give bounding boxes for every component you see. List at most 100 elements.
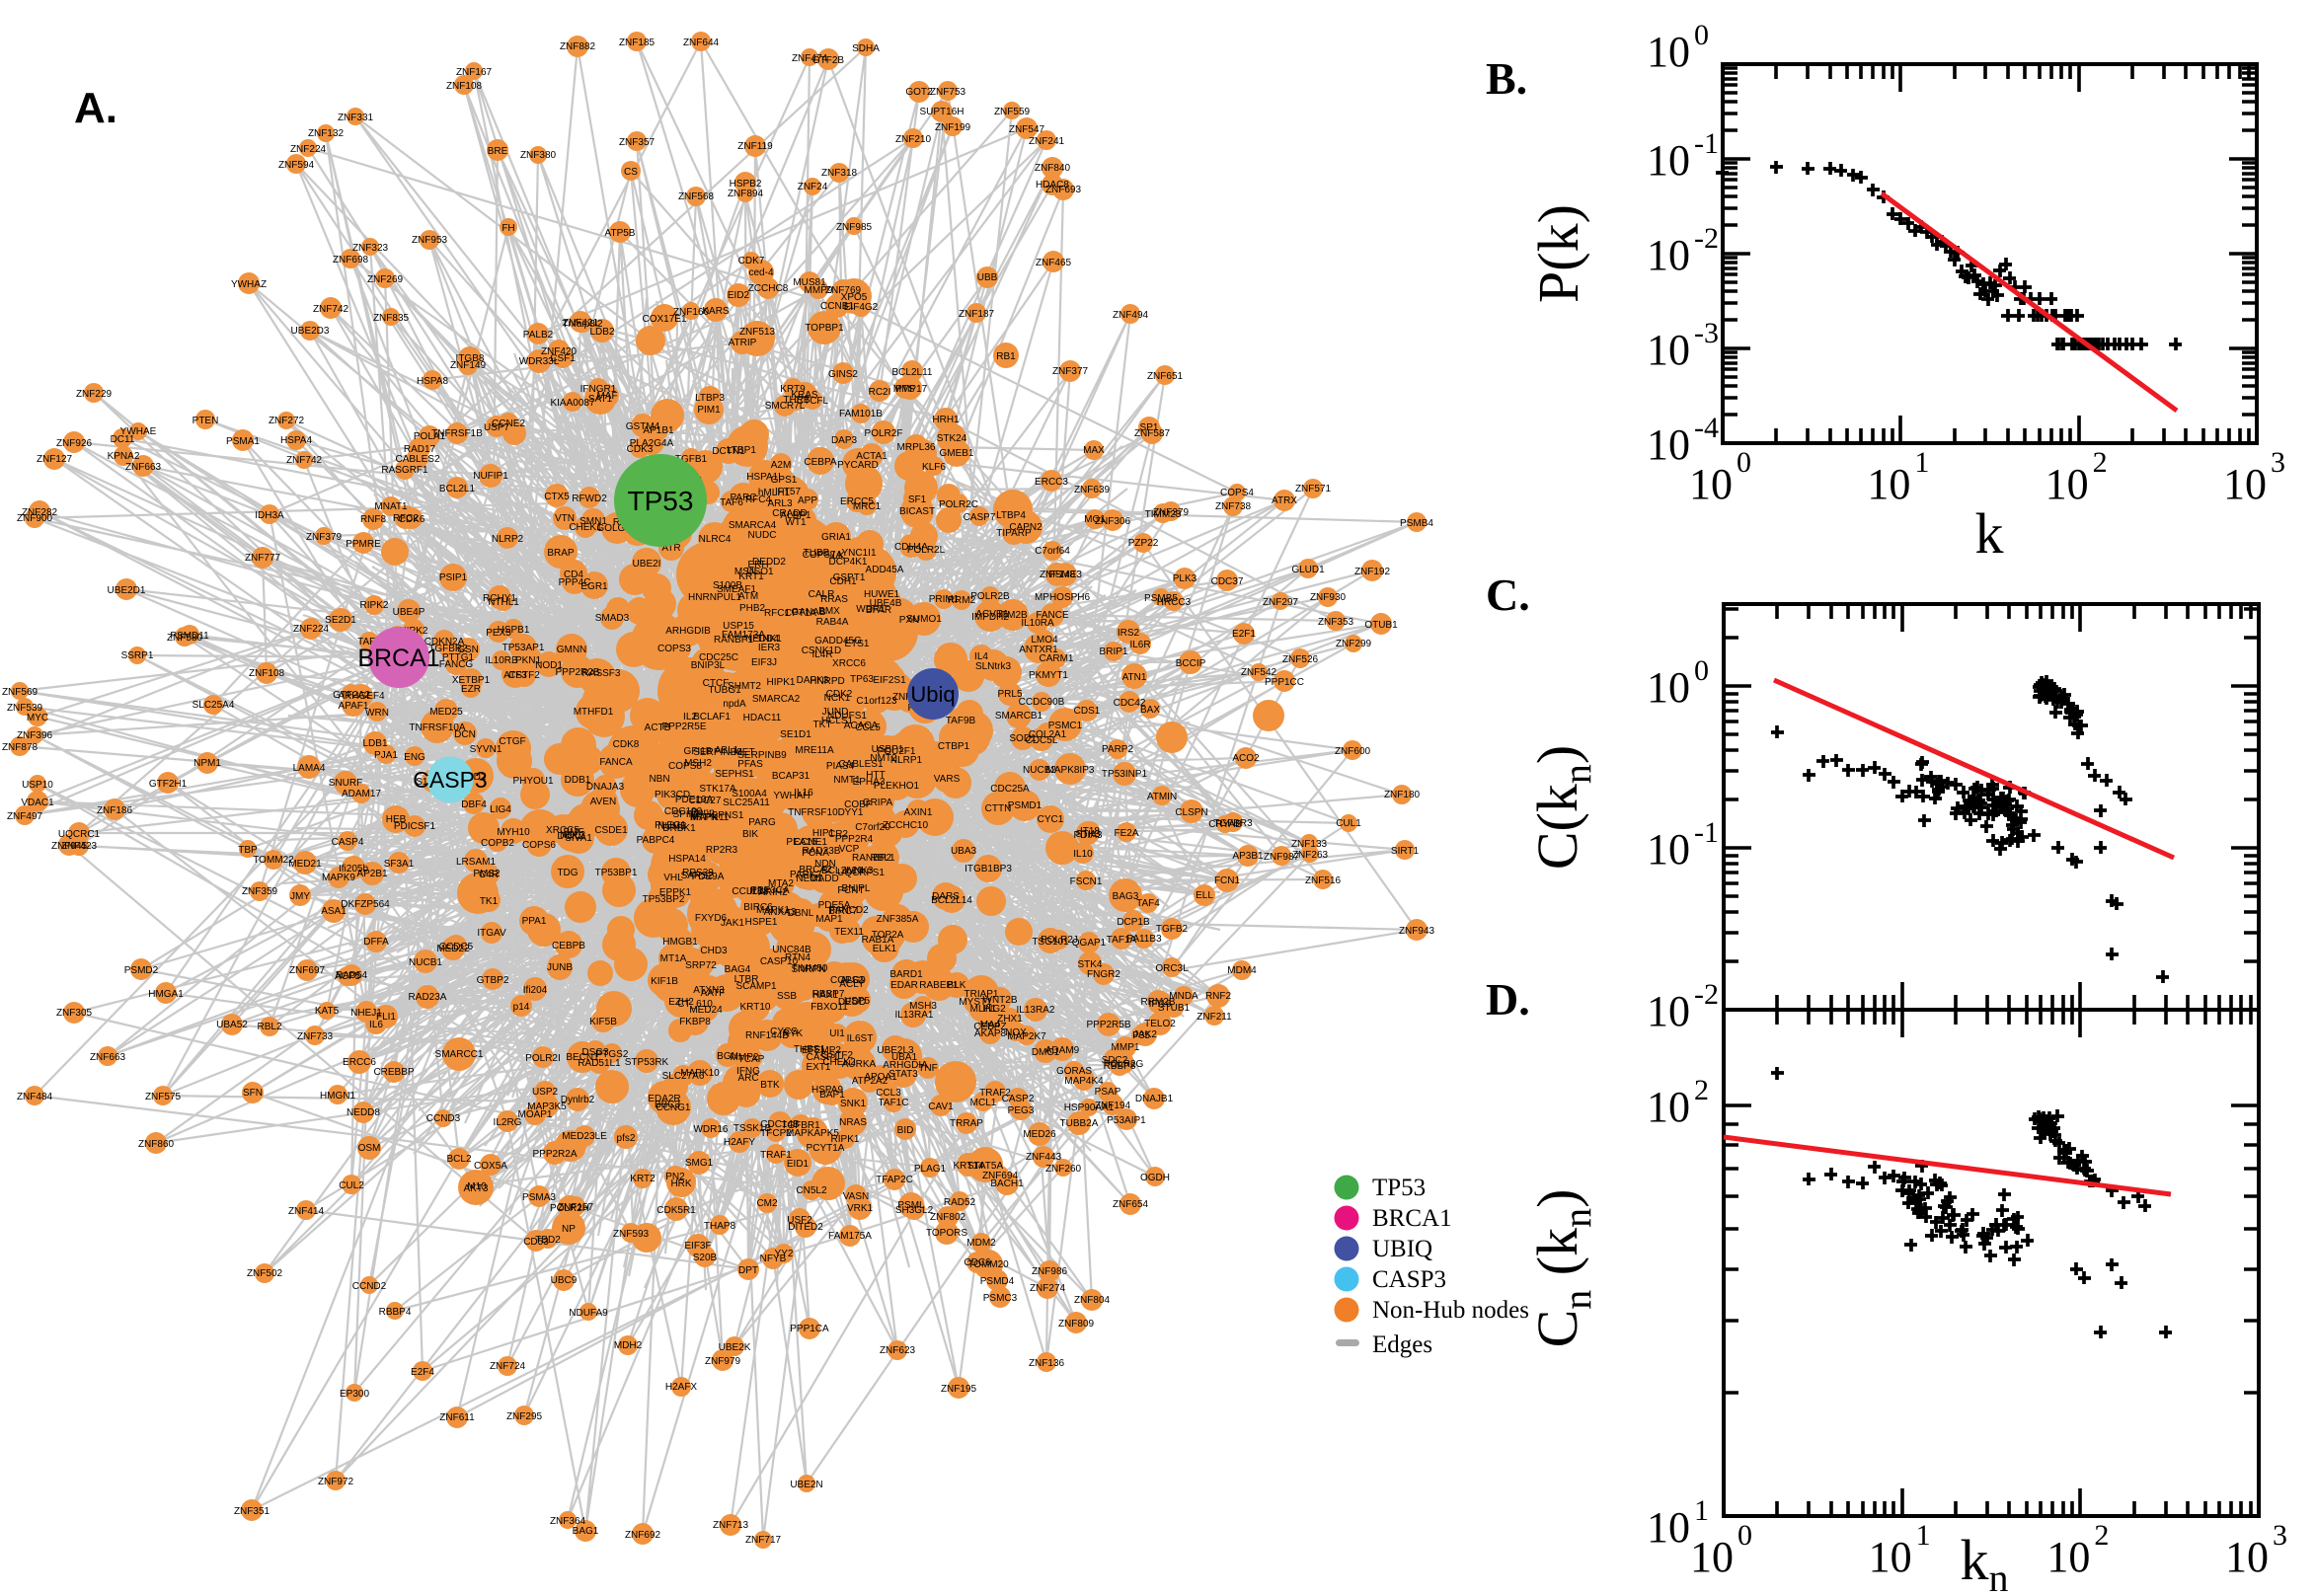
svg-text:UQCRC1: UQCRC1 xyxy=(58,829,101,840)
svg-text:PDIA3: PDIA3 xyxy=(1074,830,1103,841)
svg-text:PPP2R2B: PPP2R2B xyxy=(555,667,599,678)
svg-text:ZNF263: ZNF263 xyxy=(1292,850,1329,861)
svg-text:BRIP1: BRIP1 xyxy=(1100,646,1128,657)
svg-text:BNIP3L: BNIP3L xyxy=(691,660,726,671)
svg-text:STAT3: STAT3 xyxy=(888,1069,918,1080)
svg-text:FAM173A: FAM173A xyxy=(722,630,765,641)
svg-text:BRCA1: BRCA1 xyxy=(357,645,439,672)
svg-text:POLR2I: POLR2I xyxy=(525,1053,561,1064)
svg-text:MSH3: MSH3 xyxy=(909,1001,937,1012)
svg-text:MPHOSPH6: MPHOSPH6 xyxy=(1035,592,1091,603)
svg-text:CCL3: CCL3 xyxy=(876,1088,901,1099)
svg-text:RAD23B: RAD23B xyxy=(803,846,841,857)
svg-text:DCN: DCN xyxy=(454,729,476,740)
svg-text:TP53: TP53 xyxy=(628,486,694,516)
svg-text:ZNF600: ZNF600 xyxy=(1335,746,1371,757)
svg-text:XPO5: XPO5 xyxy=(841,292,868,303)
svg-text:ZCCHC10: ZCCHC10 xyxy=(883,820,929,831)
svg-text:DMC1: DMC1 xyxy=(1032,1047,1060,1058)
svg-text:ZNF539: ZNF539 xyxy=(7,703,43,714)
svg-text:TP53BP1: TP53BP1 xyxy=(595,868,638,878)
svg-text:STK17A: STK17A xyxy=(699,784,736,795)
svg-text:ZNF199: ZNF199 xyxy=(935,122,971,133)
svg-text:IL10: IL10 xyxy=(1073,849,1093,860)
svg-text:DOK2: DOK2 xyxy=(557,831,584,842)
svg-text:ARHGDIB: ARHGDIB xyxy=(665,626,711,637)
svg-text:10: 10 xyxy=(1647,987,1690,1035)
svg-text:RRM2: RRM2 xyxy=(948,595,976,606)
svg-text:ZNF580: ZNF580 xyxy=(167,633,203,644)
svg-text:CTGF: CTGF xyxy=(499,736,525,747)
svg-text:TP53BP2: TP53BP2 xyxy=(643,894,685,905)
svg-text:2: 2 xyxy=(2094,1519,2109,1552)
svg-text:OTUB1: OTUB1 xyxy=(1364,620,1398,631)
svg-text:PEA15: PEA15 xyxy=(786,837,817,848)
svg-text:TNK1: TNK1 xyxy=(756,634,782,645)
svg-text:BCL2L11: BCL2L11 xyxy=(892,367,933,378)
svg-text:ATXN3: ATXN3 xyxy=(693,985,725,996)
svg-text:ZNF593: ZNF593 xyxy=(613,1229,650,1240)
svg-text:NEDD4: NEDD4 xyxy=(745,634,779,645)
svg-text:RANBP1: RANBP1 xyxy=(714,635,753,646)
svg-text:POLR2G: POLR2G xyxy=(1104,1059,1144,1070)
svg-text:LDB2: LDB2 xyxy=(589,327,614,338)
svg-text:ACACA: ACACA xyxy=(844,721,879,731)
svg-text:-4: -4 xyxy=(1694,412,1719,444)
svg-text:HSPB2: HSPB2 xyxy=(730,179,762,190)
svg-text:ZNF986: ZNF986 xyxy=(1032,1266,1068,1277)
svg-text:TGFBR2: TGFBR2 xyxy=(428,644,468,654)
svg-text:Edges: Edges xyxy=(1372,1331,1432,1358)
svg-text:BCL2L14: BCL2L14 xyxy=(931,895,972,906)
svg-text:TNF: TNF xyxy=(918,1063,937,1074)
svg-text:ZNF379: ZNF379 xyxy=(306,532,343,543)
svg-text:IL16: IL16 xyxy=(794,788,813,798)
svg-text:HIPK1: HIPK1 xyxy=(767,677,796,688)
svg-text:SHMT2: SHMT2 xyxy=(728,681,761,692)
svg-text:STK3: STK3 xyxy=(1075,829,1100,840)
svg-text:ZNF804: ZNF804 xyxy=(1074,1295,1111,1306)
svg-text:CEBPA: CEBPA xyxy=(804,457,836,468)
svg-text:SMARCB1: SMARCB1 xyxy=(995,711,1043,722)
svg-text:IL4: IL4 xyxy=(974,651,988,662)
svg-text:TBD2: TBD2 xyxy=(535,1235,561,1246)
svg-text:ZNF305: ZNF305 xyxy=(56,1008,93,1019)
svg-text:PLK3: PLK3 xyxy=(1173,573,1197,584)
svg-text:C.: C. xyxy=(1486,570,1530,620)
svg-text:JAK2: JAK2 xyxy=(1133,1029,1157,1040)
svg-text:UI1: UI1 xyxy=(829,1028,845,1039)
svg-text:ZNF484: ZNF484 xyxy=(17,1092,53,1102)
svg-text:AKAP8: AKAP8 xyxy=(974,1028,1007,1039)
svg-text:ZCCHC8: ZCCHC8 xyxy=(748,283,789,294)
svg-text:ANXA3: ANXA3 xyxy=(764,907,797,918)
svg-text:ACTB: ACTB xyxy=(645,722,671,733)
svg-text:ZNF753: ZNF753 xyxy=(930,87,966,98)
svg-text:CCNE2: CCNE2 xyxy=(492,418,525,429)
svg-text:PIK3CD: PIK3CD xyxy=(655,790,690,800)
svg-text:MAP1: MAP1 xyxy=(815,914,843,925)
svg-text:MRPL36: MRPL36 xyxy=(897,442,936,453)
svg-text:YY2: YY2 xyxy=(775,1249,794,1259)
svg-text:GOT2: GOT2 xyxy=(905,87,933,98)
svg-text:BRCA2: BRCA2 xyxy=(799,865,832,875)
svg-text:CCL18: CCL18 xyxy=(732,886,763,897)
svg-text:CCDC5: CCDC5 xyxy=(439,942,474,952)
svg-text:ERH: ERH xyxy=(747,560,768,570)
svg-text:RABEP1: RABEP1 xyxy=(919,980,959,991)
svg-text:BGN: BGN xyxy=(717,1051,738,1062)
svg-text:ZNF149: ZNF149 xyxy=(450,360,487,371)
svg-text:MAP3K5: MAP3K5 xyxy=(527,1102,567,1112)
svg-text:ATM: ATM xyxy=(738,591,758,602)
svg-text:MLH1: MLH1 xyxy=(970,1004,997,1015)
svg-text:ZNF835: ZNF835 xyxy=(373,313,410,324)
svg-text:ERCC5: ERCC5 xyxy=(840,496,874,507)
svg-text:TAF4: TAF4 xyxy=(1136,898,1160,909)
svg-text:ITGB8: ITGB8 xyxy=(456,353,485,364)
svg-text:FAM101B: FAM101B xyxy=(839,409,883,419)
svg-text:CSDE1: CSDE1 xyxy=(594,825,628,836)
svg-text:BCAP31: BCAP31 xyxy=(772,771,811,782)
svg-text:DEDD: DEDD xyxy=(838,997,866,1008)
svg-text:P(k): P(k) xyxy=(1526,204,1590,303)
svg-text:MAF: MAF xyxy=(596,391,617,402)
svg-text:USF2: USF2 xyxy=(787,1215,812,1226)
svg-text:TAF9B: TAF9B xyxy=(946,716,976,726)
